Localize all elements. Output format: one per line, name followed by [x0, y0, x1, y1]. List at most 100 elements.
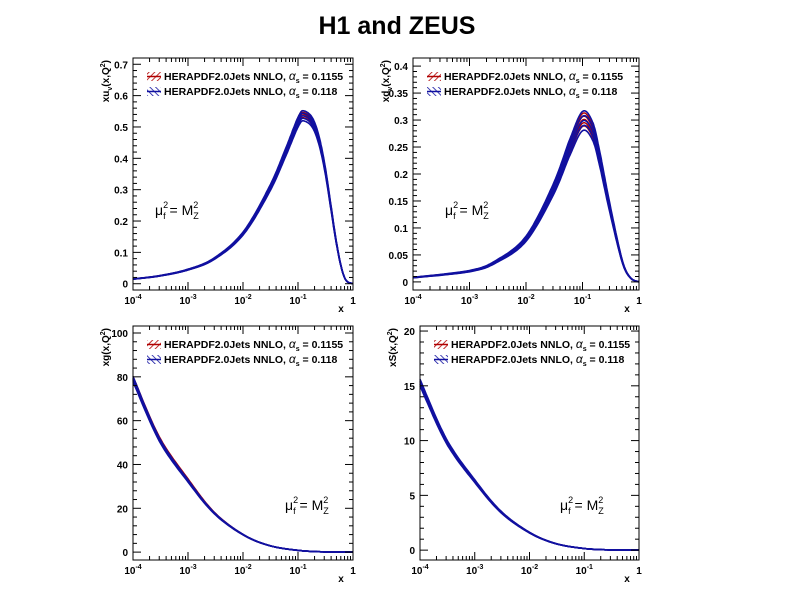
y-tick-label: 5 — [409, 491, 415, 502]
x-tick-label: 10-4 — [411, 564, 428, 577]
x-tick-label: 10-1 — [289, 564, 306, 577]
scale-annotation: μ2 f = M2 Z — [445, 200, 489, 221]
series-1-curve — [419, 383, 639, 551]
annotation-sub: Z — [323, 506, 329, 516]
legend-entry-2: HERAPDF2.0Jets NNLO, αs = 0.118 — [427, 84, 617, 100]
y-axis-label: xg(x,Q2) — [100, 328, 112, 366]
y-label-rest: (x,Q — [101, 67, 112, 87]
x-tick-exponent: -4 — [415, 294, 421, 301]
y-tick-label: 40 — [117, 460, 129, 471]
x-tick-base: 1 — [350, 296, 356, 307]
y-axis-label: xuv(x,Q2) — [100, 60, 114, 102]
legend-alpha: α — [289, 337, 297, 351]
x-tick-base: 1 — [636, 566, 642, 577]
x-tick-exponent: -1 — [587, 564, 593, 571]
series-2-curve — [419, 382, 639, 551]
series-2-curve — [132, 378, 353, 553]
y-label-rest: (x,Q — [388, 335, 399, 355]
legend-alpha: α — [289, 84, 297, 98]
series-2-curve — [132, 376, 353, 553]
y-label-end: ) — [101, 60, 112, 63]
legend-value: = 0.1155 — [580, 71, 624, 83]
legend-alpha-sub: s — [576, 78, 580, 85]
x-tick-exponent: -2 — [528, 294, 534, 301]
y-label-sub: v — [107, 87, 114, 91]
x-axis-label: x — [624, 304, 630, 315]
x-tick-exponent: -2 — [532, 564, 538, 571]
x-axis-label: x — [338, 574, 344, 585]
x-tick-label: 10-2 — [234, 564, 251, 577]
legend-text: HERAPDF2.0Jets NNLO, — [451, 339, 576, 351]
x-tick-label: 10-2 — [234, 294, 251, 307]
legend-alpha-sub: s — [583, 346, 587, 353]
series-1-curve — [132, 110, 354, 285]
annotation-mu: μ — [560, 497, 568, 513]
x-tick-base: 1 — [636, 296, 642, 307]
annotation-eq: = M — [571, 497, 599, 513]
y-label-sup: 2 — [387, 331, 394, 335]
y-tick-label: 0 — [402, 278, 408, 289]
y-label-end: ) — [381, 60, 392, 63]
x-tick-exponent: -2 — [245, 294, 251, 301]
annotation-sup: 2 — [453, 200, 458, 210]
y-label-end: ) — [388, 328, 399, 331]
y-tick-label: 0.35 — [389, 89, 409, 100]
legend-alpha-sub: s — [296, 361, 300, 368]
legend-text: HERAPDF2.0Jets NNLO, — [444, 71, 569, 83]
x-tick-label: 1 — [350, 566, 356, 577]
series-2-curve — [132, 379, 353, 553]
x-tick-exponent: -4 — [422, 564, 428, 571]
x-tick-base: 10 — [521, 566, 533, 577]
legend-value: = 0.118 — [580, 86, 618, 98]
annotation-sub: f — [163, 211, 166, 221]
legend-text: HERAPDF2.0Jets NNLO, — [164, 354, 289, 366]
series-1-curve — [419, 381, 639, 551]
x-tick-label: 1 — [636, 296, 642, 307]
y-tick-label: 15 — [404, 382, 416, 393]
x-tick-label: 1 — [350, 296, 356, 307]
legend-label: HERAPDF2.0Jets NNLO, αs = 0.118 — [164, 84, 337, 100]
legend-label: HERAPDF2.0Jets NNLO, αs = 0.1155 — [164, 69, 343, 85]
series-2-curve — [132, 109, 354, 285]
legend-alpha-sub: s — [296, 346, 300, 353]
legend-alpha-sub: s — [576, 93, 580, 100]
legend-value: = 0.1155 — [300, 71, 344, 83]
x-tick-exponent: -1 — [585, 294, 591, 301]
x-axis-label: x — [624, 574, 630, 585]
scale-annotation: μ2 f = M2 Z — [560, 495, 604, 516]
x-tick-label: 10-4 — [404, 294, 421, 307]
x-tick-label: 10-2 — [521, 564, 538, 577]
x-tick-label: 1 — [636, 566, 642, 577]
annotation-sup: 2 — [323, 495, 328, 505]
y-tick-label: 0.7 — [114, 60, 128, 71]
series-1-curve — [132, 376, 353, 553]
series-1-curve — [412, 118, 640, 283]
legend-alpha: α — [289, 352, 297, 366]
x-tick-exponent: -3 — [190, 564, 196, 571]
x-tick-base: 10 — [234, 296, 246, 307]
annotation-mu: μ — [285, 497, 293, 513]
series-1-curve — [412, 115, 640, 283]
y-tick-label: 0.1 — [114, 248, 128, 259]
x-tick-exponent: -4 — [135, 564, 141, 571]
legend-label: HERAPDF2.0Jets NNLO, αs = 0.1155 — [451, 337, 630, 353]
annotation-sub: f — [293, 506, 296, 516]
y-label-end: ) — [101, 328, 112, 331]
series-2-curve — [412, 114, 640, 283]
y-tick-label: 0 — [409, 546, 415, 557]
panel-1: 00.10.20.30.40.50.60.710-4 10-3 10-2 10-1 1x… — [100, 57, 356, 315]
y-label-main: xd — [381, 91, 392, 103]
x-tick-label: 10-1 — [576, 564, 593, 577]
legend-entry-1: HERAPDF2.0Jets NNLO, αs = 0.1155 — [427, 69, 623, 85]
y-tick-label: 0.2 — [114, 217, 128, 228]
y-tick-label: 60 — [117, 417, 129, 428]
annotation-mu: μ — [445, 202, 453, 218]
scale-annotation: μ2 f = M2 Z — [285, 495, 329, 516]
x-tick-base: 10 — [461, 296, 473, 307]
legend-alpha-sub: s — [296, 93, 300, 100]
y-label-sup: 2 — [380, 63, 387, 67]
x-tick-base: 10 — [124, 566, 136, 577]
x-tick-base: 10 — [289, 296, 301, 307]
